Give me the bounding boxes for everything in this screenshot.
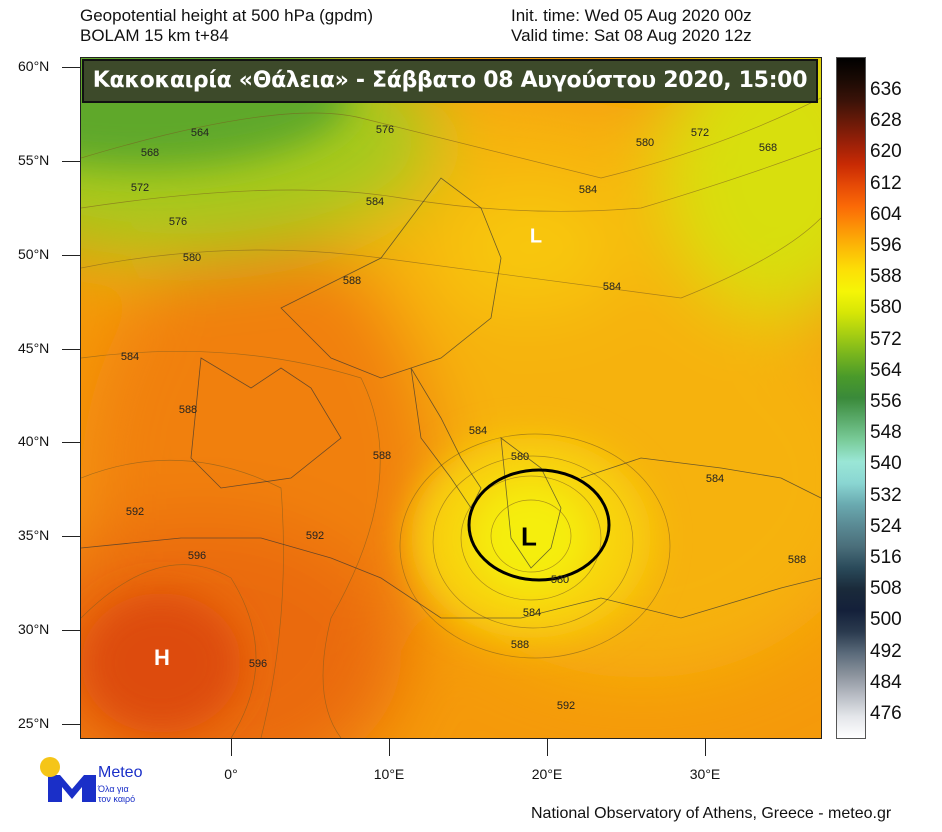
colorbar-label: 564 bbox=[870, 359, 902, 381]
lat-label: 35°N bbox=[18, 527, 50, 544]
colorbar-label: 628 bbox=[870, 110, 902, 132]
colorbar-label: 580 bbox=[870, 297, 902, 319]
colorbar-label: 620 bbox=[870, 141, 902, 163]
contour-label: 584 bbox=[468, 425, 488, 437]
colorbar-label: 588 bbox=[870, 266, 902, 288]
low-center-label: L bbox=[521, 521, 537, 552]
logo-tagline: Όλα για τον καιρό bbox=[98, 784, 136, 804]
lat-label: 40°N bbox=[18, 433, 50, 450]
contour-label: 584 bbox=[120, 351, 140, 363]
colorbar-label: 596 bbox=[870, 235, 902, 256]
colorbar-label: 516 bbox=[870, 547, 902, 568]
contour-label: 588 bbox=[510, 639, 530, 651]
colorbar-label: 572 bbox=[870, 328, 902, 350]
colorbar bbox=[836, 57, 866, 739]
lon-tick bbox=[705, 738, 706, 756]
contour-label: 576 bbox=[168, 216, 188, 228]
contour-label: 584 bbox=[602, 281, 622, 293]
colorbar-label: 548 bbox=[870, 422, 902, 444]
contour-label: 572 bbox=[690, 127, 710, 139]
contour-label: 580 bbox=[510, 451, 530, 463]
contour-label: 596 bbox=[187, 550, 207, 562]
colorbar-label: 532 bbox=[870, 484, 902, 506]
contour-lines bbox=[81, 97, 821, 738]
lat-tick bbox=[62, 536, 80, 538]
contour-label: 580 bbox=[550, 574, 570, 586]
chart-title: Geopotential height at 500 hPa (gpdm) BOL… bbox=[80, 6, 373, 46]
title-line-2: BOLAM 15 km t+84 bbox=[80, 26, 229, 45]
lat-tick bbox=[62, 442, 80, 444]
map-area bbox=[80, 57, 822, 739]
lat-label: 55°N bbox=[18, 151, 50, 168]
lon-label: 0° bbox=[224, 766, 238, 782]
geopotential-field bbox=[81, 58, 821, 738]
colorbar-label: 540 bbox=[870, 453, 902, 475]
lon-tick bbox=[389, 738, 390, 756]
colorbar-label: 484 bbox=[870, 671, 902, 693]
contour-label: 576 bbox=[375, 124, 395, 136]
contour-label: 592 bbox=[125, 506, 145, 518]
contour-label: 580 bbox=[635, 137, 655, 149]
contour-label: 592 bbox=[556, 700, 576, 712]
contour-label: 568 bbox=[140, 147, 160, 159]
lat-tick bbox=[62, 67, 80, 68]
lat-tick bbox=[62, 348, 80, 350]
lon-label: 20°E bbox=[531, 766, 563, 782]
contour-label: 588 bbox=[372, 450, 392, 462]
colorbar-label: 604 bbox=[870, 203, 902, 225]
lon-tick bbox=[547, 738, 548, 756]
title-line-1: Geopotential height at 500 hPa (gpdm) bbox=[80, 6, 373, 25]
lat-tick bbox=[62, 254, 80, 256]
lat-tick bbox=[62, 724, 80, 725]
colorbar-label: 612 bbox=[870, 172, 902, 194]
lat-label: 50°N bbox=[18, 245, 50, 262]
lat-label: 45°N bbox=[18, 339, 50, 356]
colorbar-label: 500 bbox=[870, 609, 902, 631]
colorbar-label: 492 bbox=[870, 640, 902, 662]
contour-label: 596 bbox=[248, 658, 268, 670]
lon-label: 10°E bbox=[373, 766, 405, 782]
low-center-label: L bbox=[529, 225, 543, 248]
storm-banner: Κακοκαιρία «Θάλεια» - Σάββατο 08 Αυγούστ… bbox=[82, 59, 818, 103]
meteo-logo: Meteo Όλα για τον καιρό bbox=[38, 757, 188, 807]
lat-label: 60°N bbox=[18, 58, 50, 74]
high-center-label: H bbox=[154, 645, 170, 670]
colorbar-label: 476 bbox=[870, 703, 902, 724]
valid-time: Valid time: Sat 08 Aug 2020 12z bbox=[511, 26, 752, 45]
contour-label: 584 bbox=[522, 607, 542, 619]
logo-name: Meteo bbox=[98, 764, 143, 781]
lat-label: 25°N bbox=[18, 715, 50, 731]
lat-label: 30°N bbox=[18, 621, 50, 638]
contour-label: 588 bbox=[342, 275, 362, 287]
meteo-m-icon bbox=[40, 757, 96, 802]
contour-label: 584 bbox=[365, 196, 385, 208]
contour-label: 580 bbox=[182, 252, 202, 264]
lat-tick bbox=[62, 630, 80, 632]
contour-label: 592 bbox=[305, 530, 325, 542]
contour-label: 568 bbox=[758, 142, 778, 154]
coastlines bbox=[81, 177, 821, 619]
init-time: Init. time: Wed 05 Aug 2020 00z bbox=[511, 6, 752, 25]
contour-label: 584 bbox=[705, 473, 725, 485]
colorbar-label: 508 bbox=[870, 578, 902, 600]
contour-label: 588 bbox=[787, 554, 807, 566]
low-highlight-circle bbox=[467, 468, 611, 582]
time-info: Init. time: Wed 05 Aug 2020 00z Valid tim… bbox=[511, 6, 752, 46]
lon-tick bbox=[231, 738, 232, 756]
lat-tick bbox=[62, 160, 80, 162]
colorbar-label: 524 bbox=[870, 515, 902, 537]
contour-label: 564 bbox=[190, 127, 210, 139]
contour-label: 588 bbox=[178, 404, 198, 416]
contour-label: 572 bbox=[130, 182, 150, 194]
lon-label: 30°E bbox=[689, 766, 721, 782]
colorbar-label: 556 bbox=[870, 391, 902, 412]
credit-text: National Observatory of Athens, Greece -… bbox=[531, 805, 892, 822]
colorbar-label: 636 bbox=[870, 79, 902, 100]
contour-label: 584 bbox=[578, 184, 598, 196]
